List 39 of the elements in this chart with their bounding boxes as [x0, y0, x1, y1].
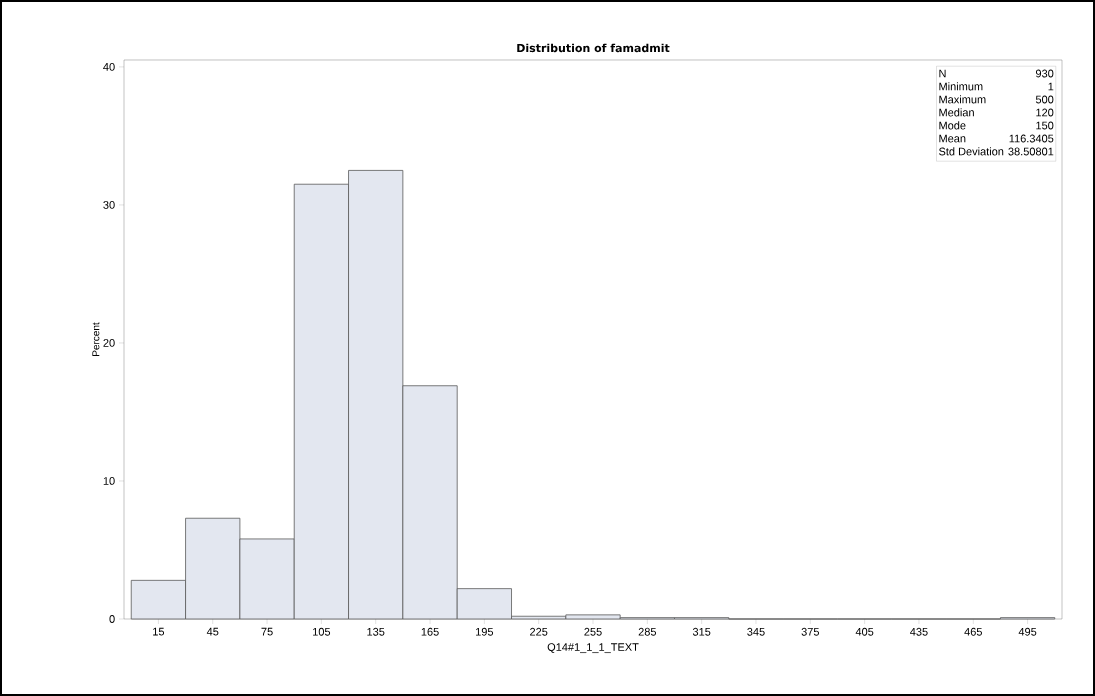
chart-title: Distribution of famadmit: [517, 43, 670, 53]
x-tick-label: 195: [476, 627, 494, 636]
x-tick-label: 75: [261, 627, 273, 636]
y-tick-label: 10: [103, 477, 115, 485]
y-axis-title: Percent: [92, 322, 100, 356]
annotation: 150: [1036, 121, 1054, 130]
annotation: Maximum: [939, 95, 986, 104]
annotation: N: [939, 69, 946, 78]
x-tick-label: 405: [855, 627, 874, 636]
x-tick-label: 345: [747, 627, 765, 636]
annotation: 930: [1035, 69, 1054, 78]
x-tick-label: 315: [692, 627, 711, 636]
y-tick-label: 40: [103, 62, 115, 71]
x-tick-label: 255: [584, 627, 602, 636]
annotation: Minimum: [939, 82, 983, 91]
x-tick-label: 15: [153, 627, 165, 636]
annotation: 500: [1035, 95, 1054, 104]
x-tick-label: 165: [421, 627, 439, 636]
x-tick-label: 435: [910, 627, 928, 636]
x-tick-label: 45: [206, 627, 219, 636]
y-tick-label: 20: [103, 339, 115, 347]
annotation: 38.50801: [1008, 147, 1054, 156]
x-tick-label: 105: [313, 627, 331, 636]
annotation: 116.3405: [1009, 134, 1054, 143]
x-tick-label: 465: [964, 627, 982, 636]
x-tick-label: 225: [530, 627, 548, 636]
annotation: Std Deviation: [939, 147, 1004, 156]
annotation: 120: [1036, 108, 1054, 117]
x-tick-label: 375: [801, 627, 820, 636]
annotation: Median: [939, 108, 974, 117]
x-axis-title: Q14#1_1_1_TEXT: [547, 643, 639, 654]
y-tick-label: 30: [103, 201, 115, 209]
x-tick-label: 135: [367, 627, 385, 636]
x-tick-label: 495: [1018, 627, 1037, 636]
x-tick-label: 285: [638, 627, 657, 636]
annotation: Mean: [939, 134, 966, 143]
annotation: Mode: [939, 121, 966, 130]
annotation: 1: [1048, 82, 1054, 91]
y-tick-label: 0: [109, 615, 115, 623]
